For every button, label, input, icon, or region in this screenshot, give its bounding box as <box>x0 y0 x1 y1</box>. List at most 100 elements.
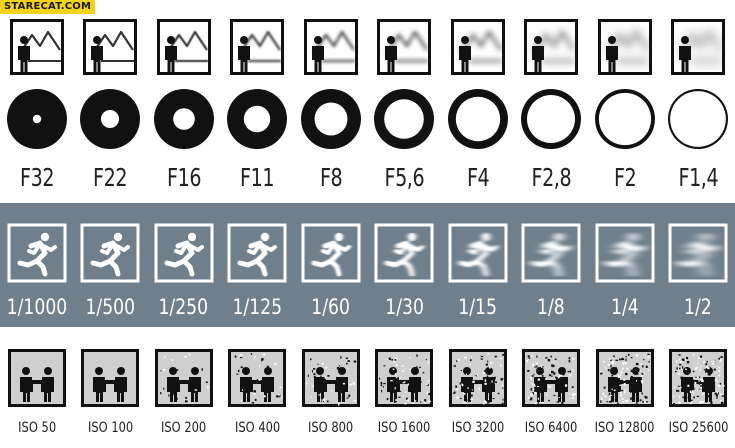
running-man-icon <box>227 223 287 283</box>
shutter-speed-label: 1/500 <box>85 295 136 319</box>
person-mountain-icon <box>450 19 505 75</box>
iso-labels: ISO 50 ISO 100 ISO 200 ISO 400 ISO 800 ISO 16… <box>0 413 735 443</box>
shutter-speed-label: 1/125 <box>232 295 283 319</box>
shutter-icon-row <box>0 222 735 284</box>
shutter-label-cell: 1/30 <box>368 290 442 324</box>
iso-cell <box>368 347 442 409</box>
f-number-cell: F2,8 <box>515 158 589 196</box>
iso-cell <box>588 347 662 409</box>
iso-label: ISO 25600 <box>668 420 729 436</box>
iso-label-cell: ISO 400 <box>221 413 295 443</box>
person-mountain-icon <box>156 19 211 75</box>
iso-icon-row <box>0 347 735 409</box>
running-man-icon <box>7 223 67 283</box>
person-mountain-icon <box>597 19 652 75</box>
handshake-noise-icon <box>522 349 581 407</box>
iso-cell <box>221 347 295 409</box>
shutter-speed-label: 1/250 <box>158 295 209 319</box>
running-man-icon <box>521 223 581 283</box>
handshake-noise-icon <box>448 349 507 407</box>
iso-label-cell: ISO 800 <box>294 413 368 443</box>
iso-label: ISO 3200 <box>451 420 505 436</box>
running-man-icon <box>154 223 214 283</box>
f-number-cell: F8 <box>294 158 368 196</box>
iso-cell <box>0 347 74 409</box>
shutter-cell <box>588 222 662 284</box>
handshake-noise-icon <box>228 349 287 407</box>
shutter-labels: 1/1000 1/500 1/250 1/125 1/60 1/30 1/15 1/8 1/4 1… <box>0 290 735 324</box>
person-mountain-icon <box>83 19 138 75</box>
aperture-cell <box>588 86 662 152</box>
f-number-cell: F1,4 <box>662 158 735 196</box>
aperture-disc-icon <box>447 89 508 149</box>
shutter-label-cell: 1/1000 <box>0 290 74 324</box>
aperture-cell <box>441 86 515 152</box>
f-number-label: F22 <box>93 162 128 192</box>
shutter-cell <box>221 222 295 284</box>
watermark-label: STARECAT.COM <box>0 0 96 14</box>
running-man-icon <box>668 223 728 283</box>
iso-label: ISO 800 <box>308 420 354 436</box>
iso-label-cell: ISO 12800 <box>588 413 662 443</box>
person-mountain-icon <box>377 19 432 75</box>
shutter-label-cell: 1/8 <box>515 290 589 324</box>
iso-label: ISO 200 <box>161 420 207 436</box>
depth-of-field-cell <box>368 16 442 78</box>
person-mountain-icon <box>303 19 358 75</box>
depth-of-field-cell <box>147 16 221 78</box>
handshake-noise-icon <box>375 349 434 407</box>
shutter-cell <box>0 222 74 284</box>
depth-of-field-cell <box>441 16 515 78</box>
shutter-cell <box>147 222 221 284</box>
person-mountain-icon <box>671 19 726 75</box>
iso-cell <box>662 347 735 409</box>
shutter-label-cell: 1/15 <box>441 290 515 324</box>
depth-of-field-cell <box>74 16 148 78</box>
iso-label-cell: ISO 25600 <box>662 413 735 443</box>
aperture-row <box>0 86 735 152</box>
shutter-cell <box>294 222 368 284</box>
f-number-label: F2,8 <box>531 162 572 192</box>
shutter-label-cell: 1/4 <box>588 290 662 324</box>
depth-of-field-cell <box>294 16 368 78</box>
iso-cell <box>74 347 148 409</box>
running-man-icon <box>595 223 655 283</box>
depth-of-field-cell <box>0 16 74 78</box>
running-man-icon <box>374 223 434 283</box>
depth-of-field-cell <box>662 16 735 78</box>
aperture-cell <box>74 86 148 152</box>
aperture-cell <box>221 86 295 152</box>
iso-label: ISO 100 <box>87 420 133 436</box>
f-number-label: F2 <box>613 162 637 192</box>
aperture-disc-icon <box>80 89 141 149</box>
shutter-speed-label: 1/8 <box>537 295 566 319</box>
iso-label: ISO 50 <box>17 420 56 436</box>
aperture-disc-icon <box>227 89 288 149</box>
handshake-noise-icon <box>301 349 360 407</box>
iso-label: ISO 12800 <box>594 420 655 436</box>
shutter-speed-label: 1/30 <box>384 295 424 319</box>
aperture-disc-icon <box>6 89 67 149</box>
shutter-label-cell: 1/125 <box>221 290 295 324</box>
shutter-speed-label: 1/4 <box>610 295 639 319</box>
aperture-cell <box>368 86 442 152</box>
f-number-cell: F22 <box>74 158 148 196</box>
f-number-label: F32 <box>19 162 54 192</box>
aperture-cell <box>147 86 221 152</box>
shutter-label-cell: 1/60 <box>294 290 368 324</box>
iso-label-cell: ISO 200 <box>147 413 221 443</box>
iso-label-cell: ISO 1600 <box>368 413 442 443</box>
aperture-disc-icon <box>521 89 582 149</box>
aperture-cell <box>662 86 735 152</box>
shutter-speed-label: 1/60 <box>311 295 351 319</box>
handshake-noise-icon <box>154 349 213 407</box>
shutter-label-cell: 1/250 <box>147 290 221 324</box>
depth-of-field-row <box>0 16 735 78</box>
f-number-labels: F32 F22 F16 F11 F8 F5,6 F4 F2,8 F2 F1,4 <box>0 158 735 196</box>
shutter-speed-label: 1/2 <box>684 295 713 319</box>
aperture-disc-icon <box>300 89 361 149</box>
aperture-cell <box>515 86 589 152</box>
iso-label: ISO 400 <box>234 420 280 436</box>
aperture-disc-icon <box>374 89 435 149</box>
f-number-cell: F32 <box>0 158 74 196</box>
